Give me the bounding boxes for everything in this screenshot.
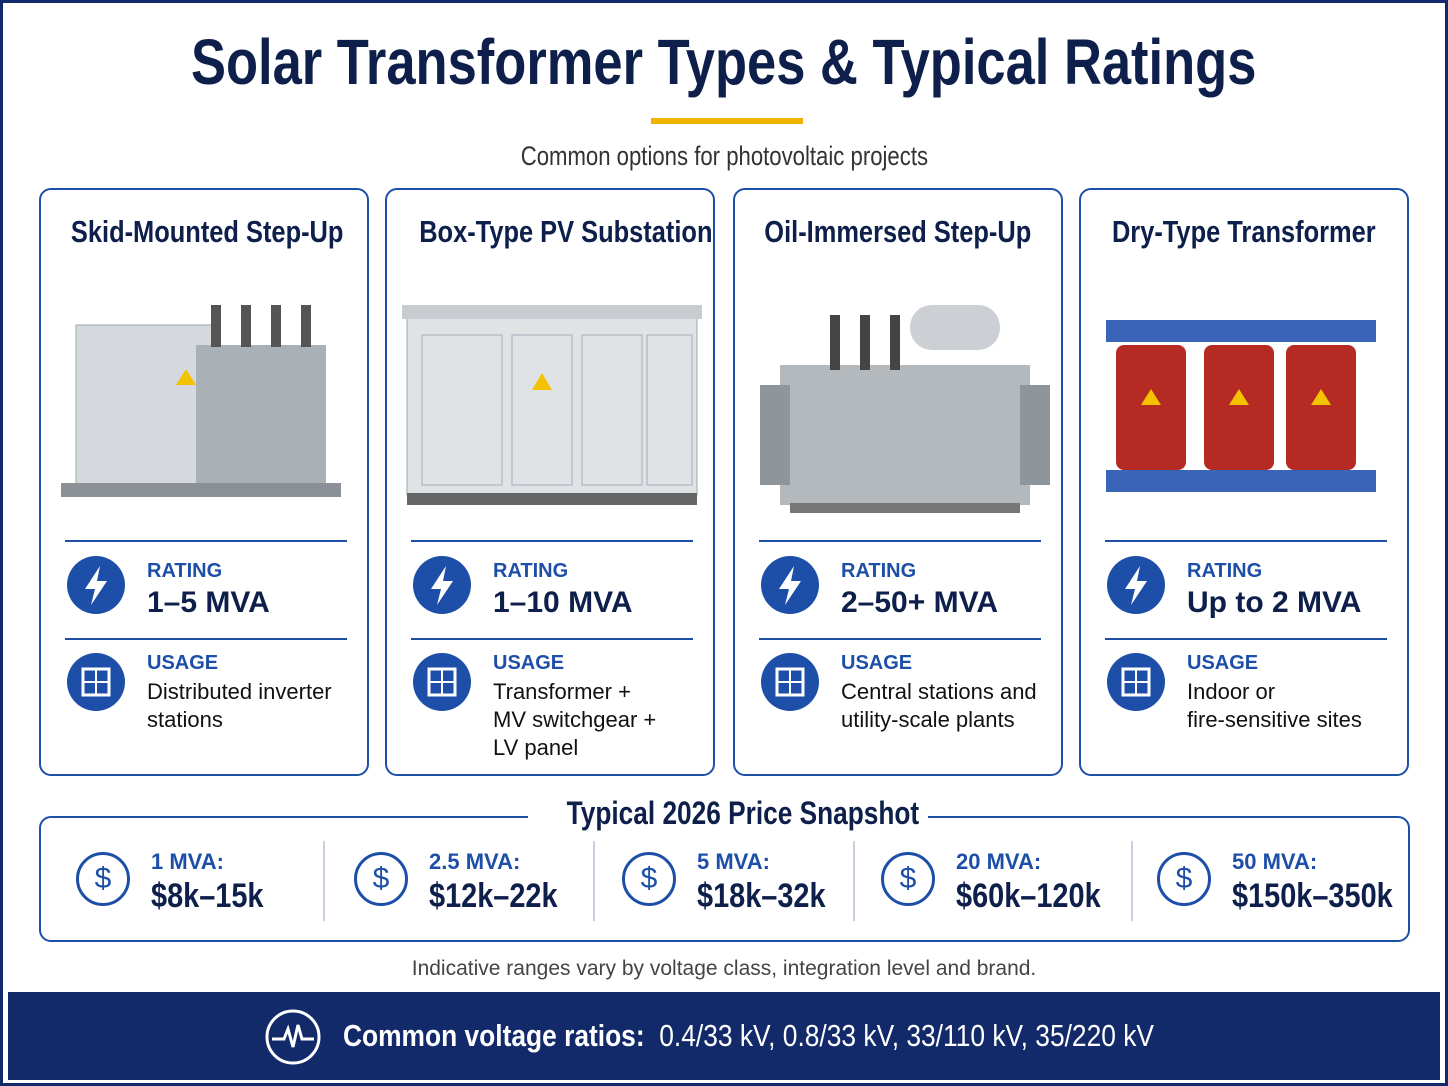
product-illustration xyxy=(760,305,1050,513)
usage-label: USAGE xyxy=(493,652,565,674)
rating-value: 1–10 MVA xyxy=(493,586,633,619)
usage-text: Central stations and utility-scale plants xyxy=(841,678,1037,734)
rating-icon xyxy=(67,556,125,614)
subtitle: Common options for photovoltaic projects xyxy=(520,141,928,171)
rating-label: RATING xyxy=(1187,560,1263,582)
accent-bar xyxy=(651,118,803,124)
card-title-wrap: Box-Type PV Substation xyxy=(387,214,713,250)
subtitle-wrap: Common options for photovoltaic projects xyxy=(3,141,1445,172)
separator xyxy=(1131,841,1133,921)
rating-icon xyxy=(761,556,819,614)
card: Dry-Type Transformer RATING Up to 2 MVA USA… xyxy=(1079,188,1409,776)
footer-label: Common voltage ratios: xyxy=(343,1018,645,1053)
usage-line: Indoor or xyxy=(1187,679,1276,704)
usage-icon xyxy=(67,653,125,711)
usage-line: utility-scale plants xyxy=(841,707,1015,732)
separator xyxy=(593,841,595,921)
price-title-wrap: Typical 2026 Price Snapshot xyxy=(528,795,928,832)
usage-line: Distributed inverter xyxy=(147,679,332,704)
rating-value: 1–5 MVA xyxy=(147,586,270,619)
price-range: $150k–350k xyxy=(1232,877,1393,915)
price-range-wrap: $18k–32k xyxy=(697,877,826,916)
usage-line: fire-sensitive sites xyxy=(1187,707,1362,732)
price-size: 2.5 MVA: xyxy=(429,849,521,874)
product-illustration xyxy=(402,305,702,505)
card-title: Box-Type PV Substation xyxy=(419,214,713,249)
usage-icon xyxy=(413,653,471,711)
product-illustration xyxy=(61,305,341,497)
price-size: 1 MVA: xyxy=(151,849,224,874)
title: Solar Transformer Types & Typical Rating… xyxy=(191,26,1257,98)
rating-label: RATING xyxy=(147,560,223,582)
divider xyxy=(1105,540,1387,542)
separator xyxy=(323,841,325,921)
card-title-wrap: Oil-Immersed Step-Up xyxy=(735,214,1061,250)
card: Skid-Mounted Step-Up RATING 1–5 MVA USAGE Di… xyxy=(39,188,369,776)
usage-line: stations xyxy=(147,707,223,732)
currency-icon: $ xyxy=(1157,852,1211,906)
usage-line: Transformer + xyxy=(493,679,631,704)
card-title: Oil-Immersed Step-Up xyxy=(764,214,1032,249)
divider xyxy=(1105,638,1387,640)
footnote: Indicative ranges vary by voltage class,… xyxy=(411,957,1037,980)
card-title-wrap: Skid-Mounted Step-Up xyxy=(41,214,367,250)
usage-label: USAGE xyxy=(1187,652,1259,674)
divider xyxy=(759,540,1041,542)
footer-band: Common voltage ratios: 0.4/33 kV, 0.8/33… xyxy=(8,992,1440,1080)
rating-value: 2–50+ MVA xyxy=(841,586,999,619)
divider xyxy=(411,540,693,542)
footer-icon xyxy=(265,1009,321,1065)
price-title: Typical 2026 Price Snapshot xyxy=(566,795,920,831)
price-range: $60k–120k xyxy=(956,877,1101,915)
card-title: Skid-Mounted Step-Up xyxy=(70,214,344,249)
separator xyxy=(853,841,855,921)
divider xyxy=(65,540,347,542)
price-range: $8k–15k xyxy=(151,877,264,915)
footer-text: Common voltage ratios: 0.4/33 kV, 0.8/33… xyxy=(343,1018,1154,1054)
price-size: 5 MVA: xyxy=(697,849,770,874)
divider xyxy=(759,638,1041,640)
usage-icon xyxy=(761,653,819,711)
currency-icon: $ xyxy=(622,852,676,906)
usage-text: Transformer + MV switchgear + LV panel xyxy=(493,678,656,762)
usage-line: LV panel xyxy=(493,735,579,760)
card: Box-Type PV Substation RATING 1–10 MVA USAG… xyxy=(385,188,715,776)
usage-text: Indoor or fire-sensitive sites xyxy=(1187,678,1362,734)
currency-icon: $ xyxy=(354,852,408,906)
price-range: $12k–22k xyxy=(429,877,558,915)
currency-icon: $ xyxy=(76,852,130,906)
rating-icon xyxy=(413,556,471,614)
card-title-wrap: Dry-Type Transformer xyxy=(1081,214,1407,250)
price-range-wrap: $12k–22k xyxy=(429,877,558,916)
product-illustration xyxy=(1106,320,1376,492)
usage-icon xyxy=(1107,653,1165,711)
price-range-wrap: $150k–350k xyxy=(1232,877,1393,916)
currency-icon: $ xyxy=(881,852,935,906)
price-range-wrap: $60k–120k xyxy=(956,877,1101,916)
card: Oil-Immersed Step-Up RATING 2–50+ MVA USAGE… xyxy=(733,188,1063,776)
rating-value: Up to 2 MVA xyxy=(1187,586,1362,619)
usage-line: Central stations and xyxy=(841,679,1037,704)
price-size: 50 MVA: xyxy=(1232,849,1318,874)
price-range: $18k–32k xyxy=(697,877,826,915)
rating-icon xyxy=(1107,556,1165,614)
rating-label: RATING xyxy=(841,560,917,582)
usage-text: Distributed inverter stations xyxy=(147,678,332,734)
rating-label: RATING xyxy=(493,560,569,582)
title-wrap: Solar Transformer Types & Typical Rating… xyxy=(3,25,1445,99)
usage-line: MV switchgear + xyxy=(493,707,657,732)
divider xyxy=(411,638,693,640)
price-size: 20 MVA: xyxy=(956,849,1042,874)
usage-label: USAGE xyxy=(147,652,219,674)
price-range-wrap: $8k–15k xyxy=(151,877,264,916)
footer-values: 0.4/33 kV, 0.8/33 kV, 33/110 kV, 35/220 … xyxy=(659,1018,1154,1053)
usage-label: USAGE xyxy=(841,652,913,674)
divider xyxy=(65,638,347,640)
card-title: Dry-Type Transformer xyxy=(1112,214,1376,249)
